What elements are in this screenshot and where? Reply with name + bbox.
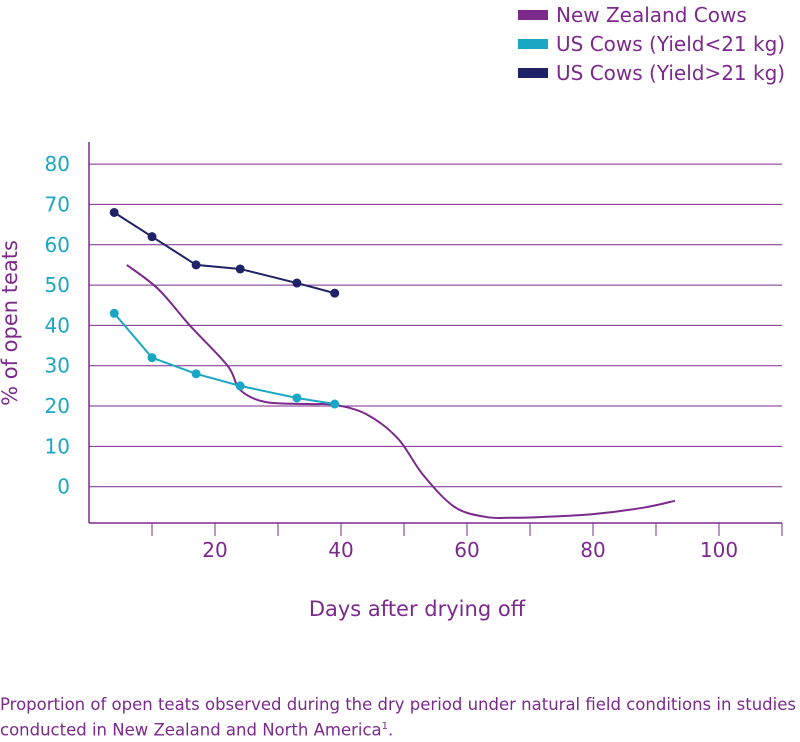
caption-text: Proportion of open teats observed during… — [0, 695, 796, 740]
legend-label-nz: New Zealand Cows — [556, 2, 747, 27]
legend-item-us-high: US Cows (Yield>21 kg) — [518, 58, 785, 87]
legend-swatch-nz — [518, 9, 548, 20]
x-tick-label-40: 40 — [328, 538, 353, 562]
series-1-point-1 — [147, 353, 157, 363]
y-tick-label-0: 0 — [57, 475, 70, 499]
series-1-point-5 — [330, 399, 340, 409]
series-line-0 — [126, 264, 676, 520]
legend-swatch-us-low — [518, 38, 548, 49]
caption-end: . — [388, 720, 394, 740]
series-2-point-0 — [109, 207, 119, 217]
series-line-2 — [113, 211, 335, 295]
x-tick-label-60: 60 — [454, 538, 479, 562]
y-tick-label-30: 30 — [45, 354, 70, 378]
y-tick-label-60: 60 — [45, 233, 70, 257]
chart-legend: New Zealand Cows US Cows (Yield<21 kg) U… — [518, 0, 785, 87]
legend-item-nz: New Zealand Cows — [518, 0, 785, 29]
legend-label-us-low: US Cows (Yield<21 kg) — [556, 31, 786, 56]
y-tick-label-20: 20 — [45, 394, 70, 418]
series-2-point-5 — [330, 288, 340, 298]
legend-item-us-low: US Cows (Yield<21 kg) — [518, 29, 785, 58]
y-tick-label-80: 80 — [45, 152, 70, 176]
x-tick-label-80: 80 — [580, 538, 605, 562]
y-tick-label-70: 70 — [45, 192, 70, 216]
y-axis-title: % of open teats — [0, 240, 22, 406]
series-2-point-3 — [235, 264, 245, 274]
chart-axes — [88, 142, 783, 536]
figure-caption: Proportion of open teats observed during… — [0, 694, 800, 742]
x-tick-label-100: 100 — [700, 538, 738, 562]
y-tick-label-50: 50 — [45, 273, 70, 297]
chart-labels: 0 10 20 30 40 50 60 70 80 20 40 60 80 100 Days after d… — [0, 152, 738, 621]
caption-footnote: 1 — [381, 721, 389, 732]
series-1-point-2 — [191, 369, 201, 379]
y-tick-label-40: 40 — [45, 313, 70, 337]
x-axis-title: Days after drying off — [309, 597, 526, 621]
series-line-1 — [113, 312, 335, 406]
series-1-point-0 — [109, 308, 119, 318]
x-tick-label-20: 20 — [202, 538, 227, 562]
series-1-point-3 — [235, 381, 245, 391]
legend-label-us-high: US Cows (Yield>21 kg) — [556, 60, 786, 85]
series-2-point-2 — [191, 260, 201, 270]
series-2-point-1 — [147, 232, 157, 242]
chart-series — [109, 207, 676, 520]
legend-swatch-us-high — [518, 67, 548, 78]
line-chart: 0 10 20 30 40 50 60 70 80 20 40 60 80 100 Days after d… — [0, 142, 783, 621]
y-tick-label-10: 10 — [45, 434, 70, 458]
chart-grid — [89, 163, 782, 488]
series-2-point-4 — [292, 278, 302, 288]
series-1-point-4 — [292, 393, 302, 403]
